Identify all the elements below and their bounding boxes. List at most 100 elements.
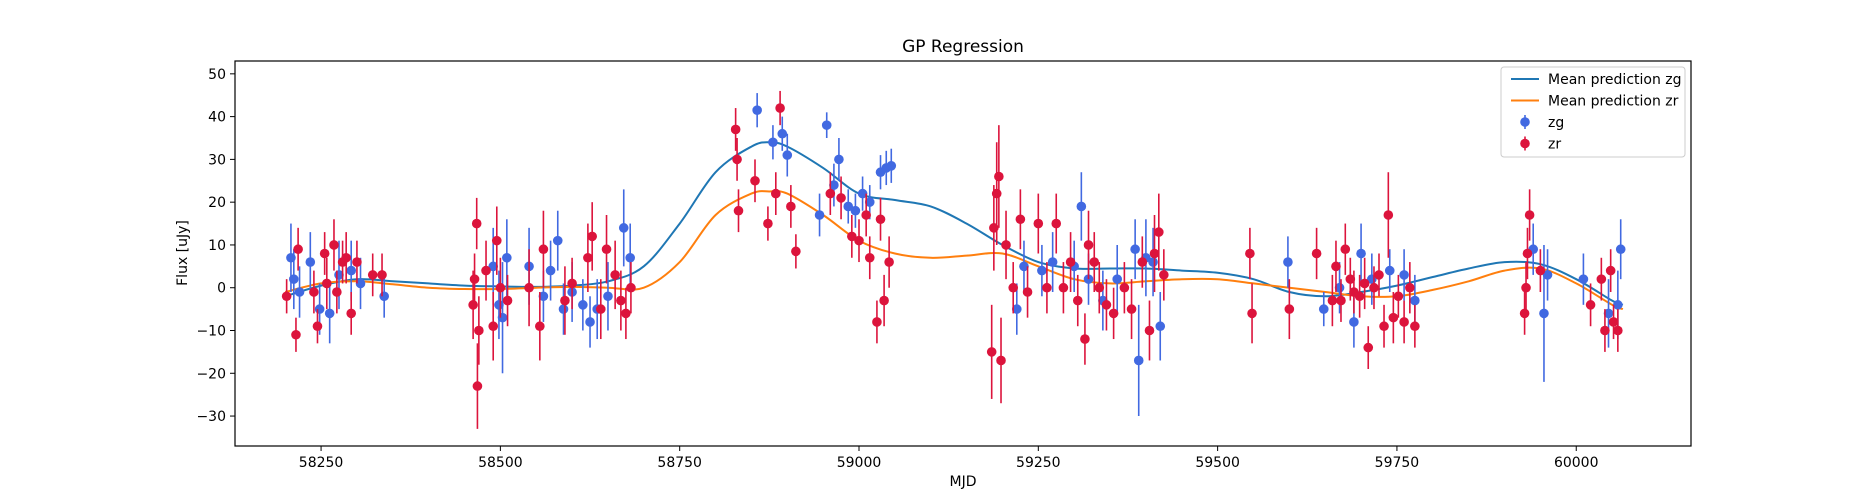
data-point-zr (524, 282, 534, 293)
data-point-zg (1615, 244, 1626, 255)
data-point-zr (616, 295, 626, 306)
legend-label-mean-prediction-zg: Mean prediction zg (1548, 72, 1682, 88)
data-point-zg (603, 291, 613, 302)
data-point-zr (1354, 291, 1365, 302)
data-point-zr (1535, 265, 1546, 276)
data-point-zg (502, 252, 512, 263)
data-point-zr (1033, 218, 1044, 229)
data-point-zr (1042, 282, 1052, 293)
data-point-zg (294, 287, 305, 297)
data-point-zr (1374, 270, 1384, 280)
data-point-zg (1603, 308, 1614, 319)
data-point-zr (1001, 240, 1011, 250)
data-point-zr (775, 103, 785, 113)
data-point-zr (1126, 304, 1137, 314)
data-point-zr (332, 287, 342, 297)
data-point-zr (312, 321, 323, 332)
data-point-zg (857, 188, 868, 199)
data-point-zr (469, 274, 480, 284)
y-axis-title: Flux [uJy] (175, 220, 191, 286)
data-point-zr (879, 295, 889, 306)
data-point-zr (1345, 274, 1356, 284)
data-point-zr (1008, 282, 1019, 293)
data-point-zr (763, 218, 773, 229)
data-point-zg (1318, 304, 1329, 314)
data-point-zr (1101, 300, 1112, 310)
data-point-zr (994, 171, 1004, 182)
data-point-zr (1585, 300, 1596, 310)
data-point-zg (1349, 317, 1359, 327)
data-point-zg (1384, 265, 1395, 276)
data-point-zg (494, 300, 504, 310)
data-point-zr (610, 270, 620, 280)
data-point-zg (1133, 355, 1144, 366)
data-point-zr (471, 218, 482, 229)
data-point-zr (319, 248, 330, 259)
data-point-zr (1521, 282, 1531, 293)
data-point-zr (472, 381, 483, 391)
data-point-zr (1399, 317, 1409, 327)
data-point-zg (1356, 248, 1366, 259)
legend: Mean prediction zg Mean prediction zr zg zr (1500, 66, 1686, 158)
data-point-zr (468, 300, 478, 310)
data-point-zr (1108, 308, 1119, 319)
y-tick-label: 20 (208, 195, 226, 211)
data-point-zg (618, 223, 629, 233)
data-point-zr (567, 278, 577, 289)
data-point-zg (1155, 321, 1166, 332)
data-point-zr (1388, 312, 1399, 323)
data-point-zg (814, 210, 825, 220)
data-point-zr (1137, 257, 1148, 267)
data-point-zr (367, 270, 378, 280)
y-tick-label: 30 (208, 152, 226, 168)
data-point-zr (601, 244, 612, 255)
data-point-zr (884, 257, 894, 267)
data-point-zg (1410, 295, 1420, 306)
data-point-zg (1578, 274, 1589, 284)
data-point-zg (752, 105, 762, 115)
data-point-zr (1359, 278, 1370, 289)
series-zr (281, 90, 1623, 429)
x-tick-label: 59500 (1195, 455, 1240, 471)
data-point-zg (625, 252, 635, 263)
data-point-zg (768, 137, 778, 148)
data-point-zg (1130, 244, 1140, 255)
data-point-zr (1015, 214, 1026, 225)
data-point-zr (991, 188, 1002, 199)
plot-area (281, 90, 1626, 429)
data-point-zr (1596, 274, 1607, 284)
data-point-zr (329, 240, 339, 250)
x-axis-title: MJD (950, 474, 977, 490)
data-point-zr (560, 295, 570, 306)
data-point-zr (1336, 295, 1346, 306)
data-point-zg (545, 265, 556, 276)
legend-label-mean-prediction-zr: Mean prediction zr (1548, 94, 1679, 110)
data-point-zr (1383, 210, 1394, 220)
data-point-zr (825, 188, 836, 199)
y-tick-label: 50 (208, 67, 226, 83)
data-point-zr (1331, 261, 1341, 272)
data-point-zg (585, 317, 595, 327)
data-point-zg (1011, 304, 1022, 314)
data-point-zr (346, 308, 356, 319)
data-point-zg (864, 197, 875, 207)
x-tick-label: 58500 (478, 455, 523, 471)
data-point-zg (355, 278, 366, 289)
data-point-zr (730, 124, 741, 135)
data-point-zr (1363, 342, 1374, 353)
data-point-zg (1076, 201, 1087, 212)
data-point-zr (1522, 248, 1533, 259)
data-point-zr (587, 231, 597, 242)
data-point-zg (538, 291, 549, 302)
data-point-zg (1083, 274, 1094, 284)
data-point-zr (847, 231, 857, 242)
data-point-zg (558, 304, 569, 314)
x-tick-label: 59250 (1016, 455, 1061, 471)
data-point-zg (843, 201, 854, 212)
data-point-zr (1065, 257, 1076, 267)
data-point-zg (834, 154, 844, 165)
data-point-zr (538, 244, 549, 255)
data-point-zg (821, 120, 832, 130)
data-point-zr (1089, 257, 1100, 267)
